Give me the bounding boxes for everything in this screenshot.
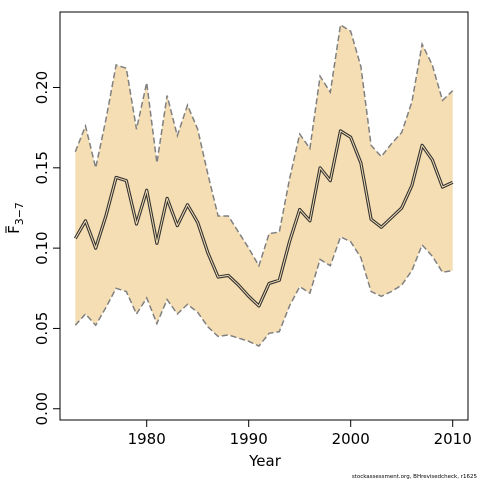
confidence-band-layer [75,24,453,347]
source-note: stockassessment.org, BHrevisedcheck, r16… [352,474,478,480]
x-axis-label: Year [248,452,282,470]
y-axis-label-sub: 3−7 [13,202,26,225]
y-tick-label: 0.00 [33,392,51,425]
svg-text:F3−7: F3−7 [5,202,26,234]
x-tick-label: 2010 [434,430,472,448]
series-line-layer [73,23,454,348]
lower-bound-line [74,235,453,348]
upper-bound-line [74,23,454,268]
x-tick-label: 1990 [230,430,268,448]
confidence-band [75,24,453,347]
y-axis: 0.00 0.05 0.10 0.15 0.20 [33,71,60,425]
y-tick-label: 0.15 [33,151,51,184]
x-axis: 1980 1990 2000 2010 [128,420,472,448]
y-axis-label-main: F [5,225,23,234]
plot-frame [59,11,469,421]
x-tick-label: 2000 [332,430,370,448]
y-tick-label: 0.10 [33,231,51,264]
estimate-line-inner [74,130,453,307]
y-axis-label: F3−7 [5,202,26,234]
y-tick-label: 0.05 [33,312,51,345]
x-tick-label: 1980 [128,430,166,448]
y-tick-label: 0.20 [33,71,51,104]
